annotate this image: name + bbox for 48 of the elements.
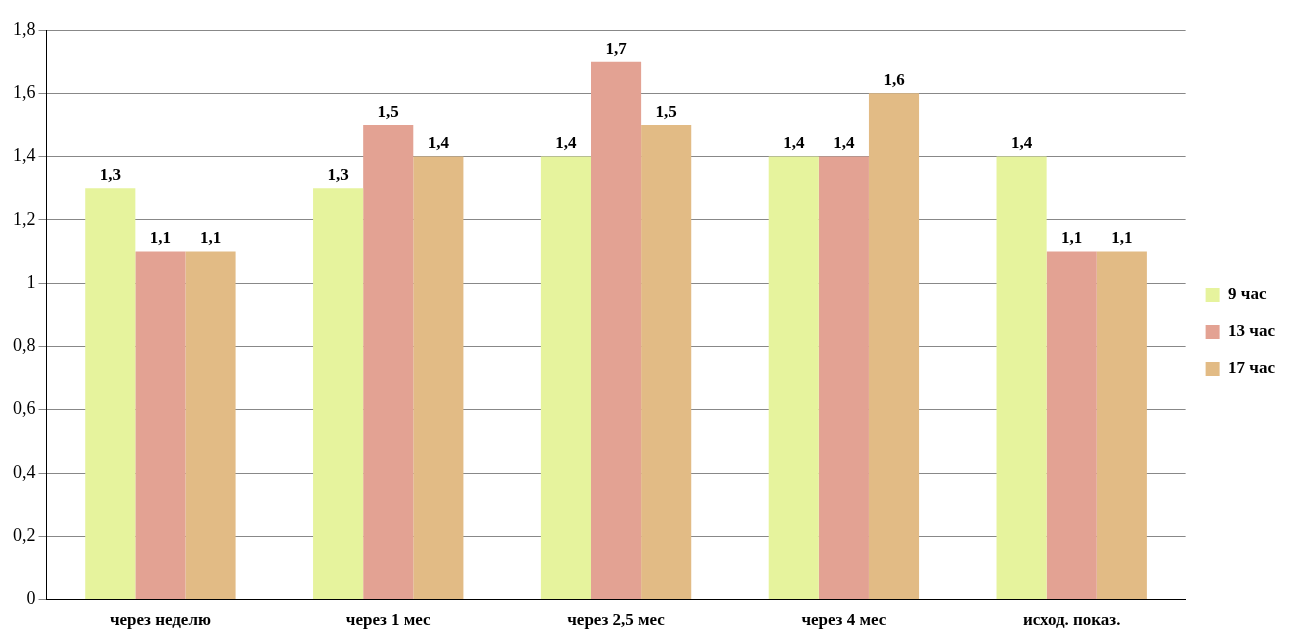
bar bbox=[868, 93, 920, 600]
y-tick-label: 1,4 bbox=[13, 145, 36, 166]
data-label: 1,1 bbox=[149, 228, 172, 248]
y-tick-label: 1,6 bbox=[13, 82, 36, 103]
bar bbox=[996, 156, 1047, 600]
bar bbox=[818, 156, 869, 600]
x-tick-label: через 1 мес bbox=[345, 610, 432, 630]
legend-label: 17 час bbox=[1228, 358, 1276, 378]
x-tick-label: через неделю bbox=[109, 610, 211, 630]
data-label: 1,4 bbox=[427, 133, 450, 153]
data-label: 1,1 bbox=[199, 228, 222, 248]
y-tick-label: 0,4 bbox=[13, 461, 36, 482]
x-tick-label: через 2,5 мес bbox=[567, 610, 666, 630]
legend-label: 13 час bbox=[1228, 321, 1276, 341]
bar bbox=[313, 188, 364, 600]
data-label: 1,1 bbox=[1061, 228, 1083, 248]
y-tick-label: 1 bbox=[26, 271, 36, 292]
bar bbox=[363, 124, 414, 600]
bar bbox=[85, 188, 136, 600]
data-label: 1,4 bbox=[833, 133, 856, 153]
data-label: 1,6 bbox=[883, 70, 905, 90]
y-tick-label: 0 bbox=[26, 588, 36, 609]
data-label: 1,4 bbox=[783, 133, 805, 153]
y-tick-label: 1,2 bbox=[13, 208, 36, 229]
data-label: 1,4 bbox=[1010, 133, 1033, 153]
y-tick-label: 0,8 bbox=[13, 335, 36, 356]
data-label: 1,7 bbox=[605, 38, 628, 58]
bar bbox=[1046, 251, 1097, 600]
bar bbox=[768, 156, 819, 600]
bar bbox=[413, 156, 464, 600]
data-label: 1,1 bbox=[1111, 228, 1133, 248]
bar bbox=[1096, 251, 1147, 600]
data-label: 1,3 bbox=[99, 165, 121, 185]
data-label: 1,5 bbox=[655, 101, 677, 121]
bar bbox=[641, 124, 692, 600]
bar bbox=[591, 61, 642, 600]
bar bbox=[135, 251, 186, 600]
bar bbox=[185, 251, 236, 600]
legend-label: 9 час bbox=[1228, 284, 1267, 304]
data-label: 1,3 bbox=[327, 165, 349, 185]
y-tick-label: 1,8 bbox=[13, 18, 36, 39]
x-tick-label: исход. показ. bbox=[1022, 610, 1121, 630]
data-label: 1,4 bbox=[555, 133, 578, 153]
bar bbox=[540, 156, 591, 600]
data-label: 1,5 bbox=[377, 101, 399, 121]
y-tick-label: 0,6 bbox=[13, 398, 36, 419]
x-tick-label: через 4 мес bbox=[801, 610, 887, 630]
y-tick-label: 0,2 bbox=[13, 525, 36, 546]
